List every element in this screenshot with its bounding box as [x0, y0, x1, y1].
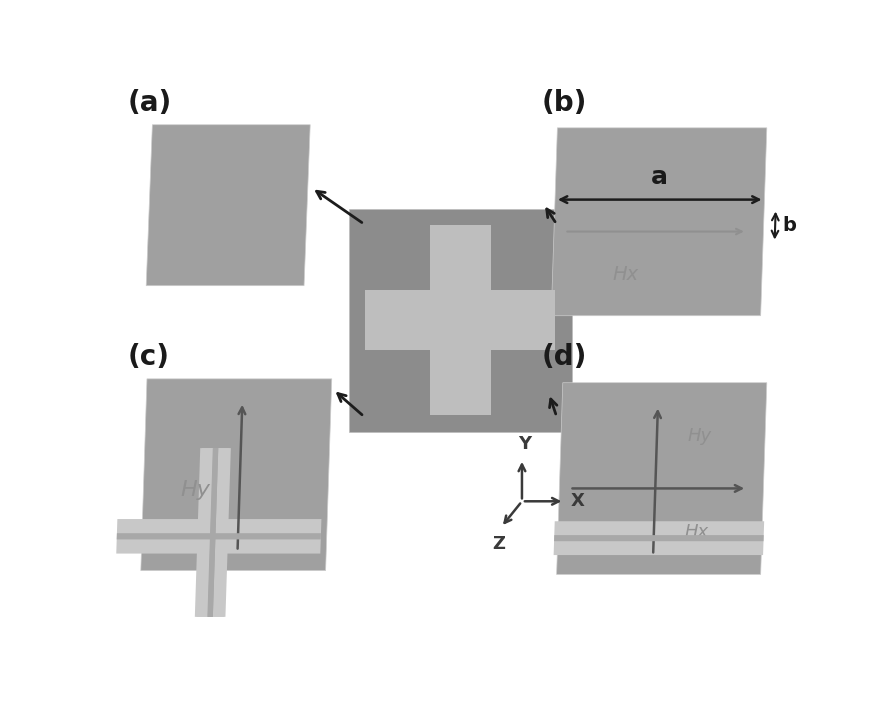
Polygon shape: [554, 521, 764, 555]
Text: (b): (b): [541, 90, 587, 117]
Text: Hy: Hy: [688, 427, 712, 445]
Text: X: X: [571, 492, 584, 510]
Polygon shape: [208, 448, 218, 617]
Text: (c): (c): [128, 343, 170, 371]
Text: Hx: Hx: [685, 523, 709, 542]
Polygon shape: [116, 519, 321, 554]
Polygon shape: [348, 209, 572, 432]
Polygon shape: [365, 290, 555, 350]
Polygon shape: [195, 448, 231, 617]
Text: (a): (a): [128, 90, 172, 117]
Polygon shape: [196, 448, 230, 617]
Polygon shape: [551, 128, 767, 316]
Text: a: a: [651, 164, 668, 189]
Polygon shape: [556, 383, 767, 575]
Text: Z: Z: [492, 535, 505, 553]
Polygon shape: [117, 533, 321, 539]
Polygon shape: [430, 225, 490, 415]
Text: Hy: Hy: [180, 480, 210, 500]
Text: Y: Y: [518, 435, 530, 453]
Text: Hx: Hx: [613, 265, 638, 284]
Polygon shape: [554, 535, 764, 542]
Polygon shape: [141, 379, 332, 570]
Text: b: b: [782, 216, 796, 235]
Text: (d): (d): [541, 343, 587, 371]
Polygon shape: [207, 448, 218, 617]
Polygon shape: [146, 125, 310, 286]
